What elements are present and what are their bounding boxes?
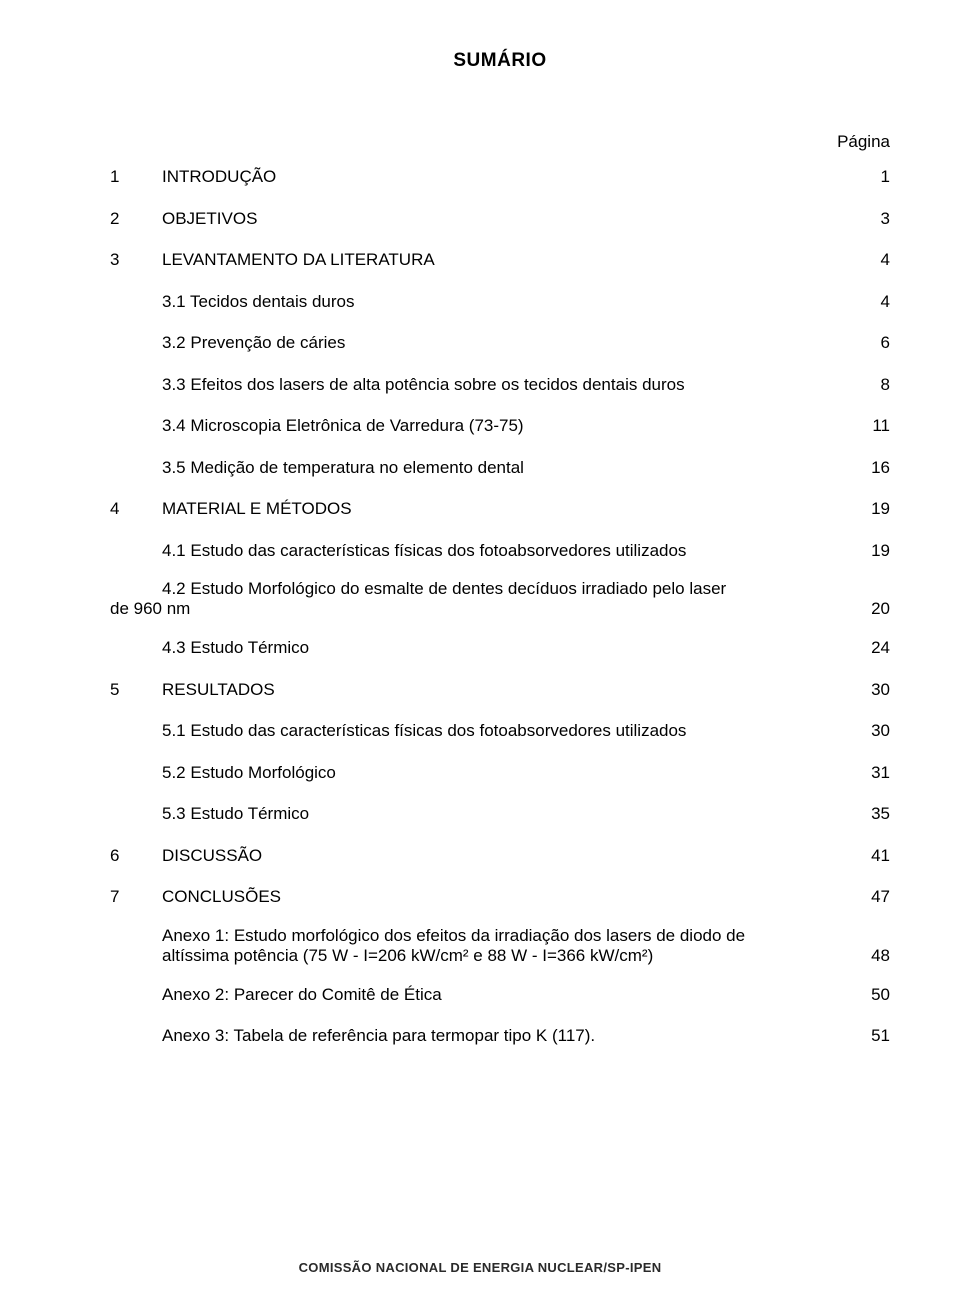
toc-entry: 3.3 Efeitos dos lasers de alta potência … <box>162 372 890 398</box>
toc-page-number: 3 <box>866 206 890 232</box>
toc-label: MATERIAL E MÉTODOS <box>162 496 352 522</box>
toc-page-number: 41 <box>866 843 890 869</box>
toc-label: 5.2 Estudo Morfológico <box>162 760 336 786</box>
toc-label: 5.1 Estudo das características físicas d… <box>162 718 686 744</box>
toc-page-number: 31 <box>866 760 890 786</box>
toc-entry: 6DISCUSSÃO 41 <box>110 843 890 869</box>
toc-entry: 1INTRODUÇÃO1 <box>110 164 890 190</box>
toc-page-number: 24 <box>866 635 890 661</box>
toc-page-number: 6 <box>866 330 890 356</box>
toc-entry: 4.1 Estudo das características físicas d… <box>162 538 890 564</box>
toc-label: RESULTADOS <box>162 677 275 703</box>
toc-label: CONCLUSÕES <box>162 884 281 910</box>
toc-entry: 2OBJETIVOS 3 <box>110 206 890 232</box>
toc-entry: 3.4 Microscopia Eletrônica de Varredura … <box>162 413 890 439</box>
toc-label: Anexo 3: Tabela de referência para termo… <box>162 1023 595 1049</box>
toc-page-number: 4 <box>866 247 890 273</box>
toc-label: 4.3 Estudo Térmico <box>162 635 309 661</box>
toc-page-number: 19 <box>866 496 890 522</box>
toc-page-number: 30 <box>866 718 890 744</box>
toc-label: 3.2 Prevenção de cáries <box>162 330 345 356</box>
toc-entry: 3.2 Prevenção de cáries 6 <box>162 330 890 356</box>
toc-entry: 4MATERIAL E MÉTODOS 19 <box>110 496 890 522</box>
toc-page-number: 47 <box>866 884 890 910</box>
toc-entry: 3.1 Tecidos dentais duros 4 <box>162 289 890 315</box>
toc-page-number: 35 <box>866 801 890 827</box>
toc-label: INTRODUÇÃO <box>162 164 276 190</box>
toc-entry-anexo1: Anexo 1: Estudo morfológico dos efeitos … <box>162 926 890 966</box>
toc-entry: 5RESULTADOS 30 <box>110 677 890 703</box>
toc-label: 4.1 Estudo das características físicas d… <box>162 538 686 564</box>
toc-number: 1 <box>110 164 162 190</box>
toc-entry-4-2: 4.2 Estudo Morfológico do esmalte de den… <box>162 579 890 619</box>
doc-title: SUMÁRIO <box>110 50 890 72</box>
toc-number: 4 <box>110 496 162 522</box>
toc-number: 6 <box>110 843 162 869</box>
toc-label: LEVANTAMENTO DA LITERATURA <box>162 247 435 273</box>
toc-block: 4.3 Estudo Térmico 24 5RESULTADOS 30 5.1 Est… <box>110 635 890 910</box>
toc-page-number: 19 <box>866 538 890 564</box>
toc-page-number: 8 <box>866 372 890 398</box>
toc-label: 3.1 Tecidos dentais duros <box>162 289 354 315</box>
toc-page-number: 48 <box>866 946 890 966</box>
toc-entry: 7CONCLUSÕES 47 <box>110 884 890 910</box>
toc-entry: 3.5 Medição de temperatura no elemento d… <box>162 455 890 481</box>
toc-page-number: 11 <box>866 413 890 439</box>
toc-label: 3.5 Medição de temperatura no elemento d… <box>162 455 524 481</box>
toc-label: 5.3 Estudo Térmico <box>162 801 309 827</box>
toc-label-line1: 4.2 Estudo Morfológico do esmalte de den… <box>162 579 890 599</box>
toc-number: 3 <box>110 247 162 273</box>
toc-label-line2: de 960 nm <box>110 599 190 619</box>
toc-entry: 5.1 Estudo das características físicas d… <box>162 718 890 744</box>
toc-label: 3.3 Efeitos dos lasers de alta potência … <box>162 372 685 398</box>
toc-entry: 4.3 Estudo Térmico 24 <box>162 635 890 661</box>
toc-entry: 5.2 Estudo Morfológico 31 <box>162 760 890 786</box>
toc-page-number: 50 <box>866 982 890 1008</box>
toc-label-line1: Anexo 1: Estudo morfológico dos efeitos … <box>162 926 890 946</box>
toc-page-number: 4 <box>866 289 890 315</box>
toc-page-number: 1 <box>866 164 890 190</box>
page: SUMÁRIO Página 1INTRODUÇÃO12OBJETIVOS33L… <box>0 0 960 1297</box>
toc-page-number: 30 <box>866 677 890 703</box>
toc-label: Anexo 2: Parecer do Comitê de Ética <box>162 982 442 1008</box>
toc-page-number: 20 <box>866 599 890 619</box>
toc-number: 7 <box>110 884 162 910</box>
toc-label: DISCUSSÃO <box>162 843 262 869</box>
toc-label-line2: altíssima potência (75 W - I=206 kW/cm² … <box>162 946 653 966</box>
toc-entry-anexo3: Anexo 3: Tabela de referência para termo… <box>162 1023 890 1049</box>
toc-number: 2 <box>110 206 162 232</box>
toc-number: 5 <box>110 677 162 703</box>
toc-block: 1INTRODUÇÃO12OBJETIVOS33LEVANTAMENTO DA … <box>110 164 890 563</box>
page-column-header: Página <box>110 132 890 152</box>
toc-entry: 3LEVANTAMENTO DA LITERATURA 4 <box>110 247 890 273</box>
toc-label: 3.4 Microscopia Eletrônica de Varredura … <box>162 413 524 439</box>
toc-page-number: 16 <box>866 455 890 481</box>
toc-page-number: 51 <box>866 1023 890 1049</box>
toc-entry: 5.3 Estudo Térmico 35 <box>162 801 890 827</box>
toc-entry-anexo2: Anexo 2: Parecer do Comitê de Ética 50 <box>162 982 890 1008</box>
footer-stamp: COMISSÃO NACIONAL DE ENERGIA NUCLEAR/SP-… <box>299 1260 662 1275</box>
toc-label: OBJETIVOS <box>162 206 257 232</box>
